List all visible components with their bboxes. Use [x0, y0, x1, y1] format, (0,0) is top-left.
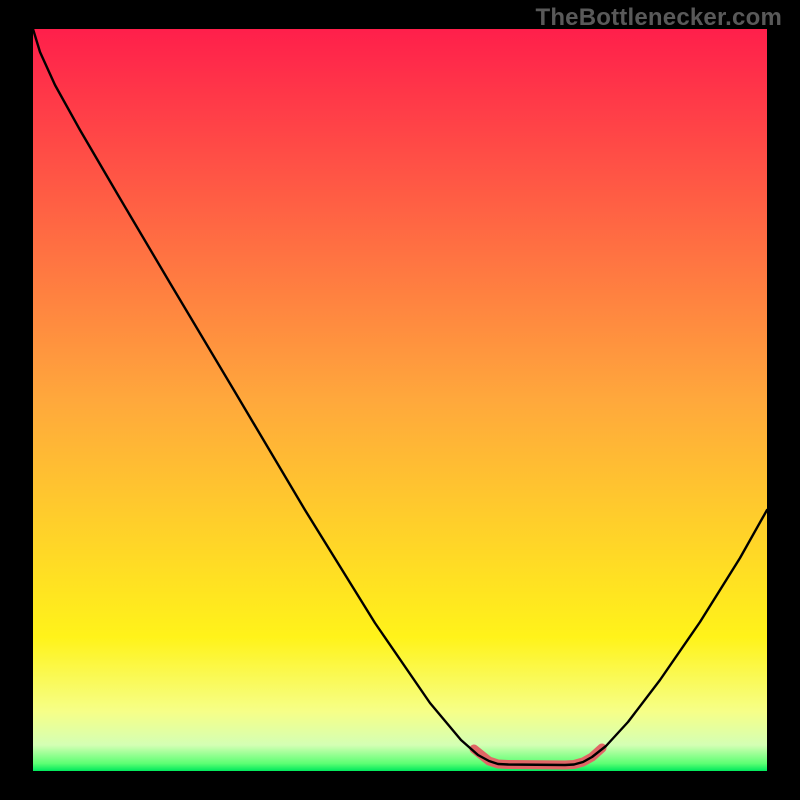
watermark-text: TheBottlenecker.com — [535, 4, 782, 32]
chart-stage: TheBottlenecker.com — [0, 0, 800, 800]
chart-svg — [0, 0, 800, 800]
